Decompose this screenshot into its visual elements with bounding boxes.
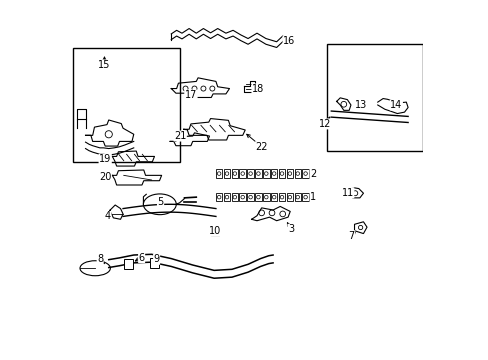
Text: 4: 4: [105, 211, 111, 221]
Text: 18: 18: [251, 84, 264, 94]
Bar: [278, 169, 285, 178]
Bar: [231, 193, 238, 202]
Bar: [270, 169, 277, 178]
Bar: [263, 193, 269, 202]
Text: 22: 22: [255, 142, 267, 152]
Text: 3: 3: [287, 224, 293, 234]
Text: 5: 5: [157, 197, 163, 207]
Bar: [270, 193, 277, 202]
Bar: [211, 227, 219, 236]
Text: 8: 8: [97, 254, 103, 264]
Bar: [247, 193, 253, 202]
Bar: [216, 193, 222, 202]
Bar: [247, 169, 253, 178]
Text: 13: 13: [354, 100, 366, 110]
Bar: [286, 169, 292, 178]
Text: 6: 6: [138, 252, 144, 262]
Bar: [294, 169, 300, 178]
Text: 2: 2: [309, 168, 316, 179]
Bar: [224, 169, 230, 178]
Text: 1: 1: [309, 192, 316, 202]
Bar: [216, 169, 222, 178]
Bar: [302, 169, 308, 178]
Bar: [224, 193, 230, 202]
Text: 17: 17: [184, 90, 197, 100]
Text: 19: 19: [99, 154, 111, 164]
Bar: [294, 193, 300, 202]
Bar: [255, 193, 261, 202]
Text: 7: 7: [348, 231, 354, 241]
Bar: [278, 193, 285, 202]
Bar: [73, 48, 180, 162]
Bar: [239, 193, 245, 202]
Text: 20: 20: [99, 172, 111, 182]
Bar: [286, 193, 292, 202]
Bar: [263, 169, 269, 178]
Bar: [255, 169, 261, 178]
Text: 16: 16: [283, 36, 295, 46]
Bar: [302, 193, 308, 202]
Text: 14: 14: [389, 100, 402, 110]
Bar: [239, 169, 245, 178]
Text: 15: 15: [98, 60, 110, 70]
Bar: [149, 257, 159, 268]
Text: 9: 9: [153, 254, 160, 264]
Text: 21: 21: [174, 131, 186, 141]
Bar: [231, 169, 238, 178]
Text: 10: 10: [209, 226, 221, 237]
Text: 12: 12: [318, 119, 331, 129]
Bar: [123, 258, 132, 269]
Text: 11: 11: [341, 188, 353, 198]
Bar: [326, 44, 422, 152]
